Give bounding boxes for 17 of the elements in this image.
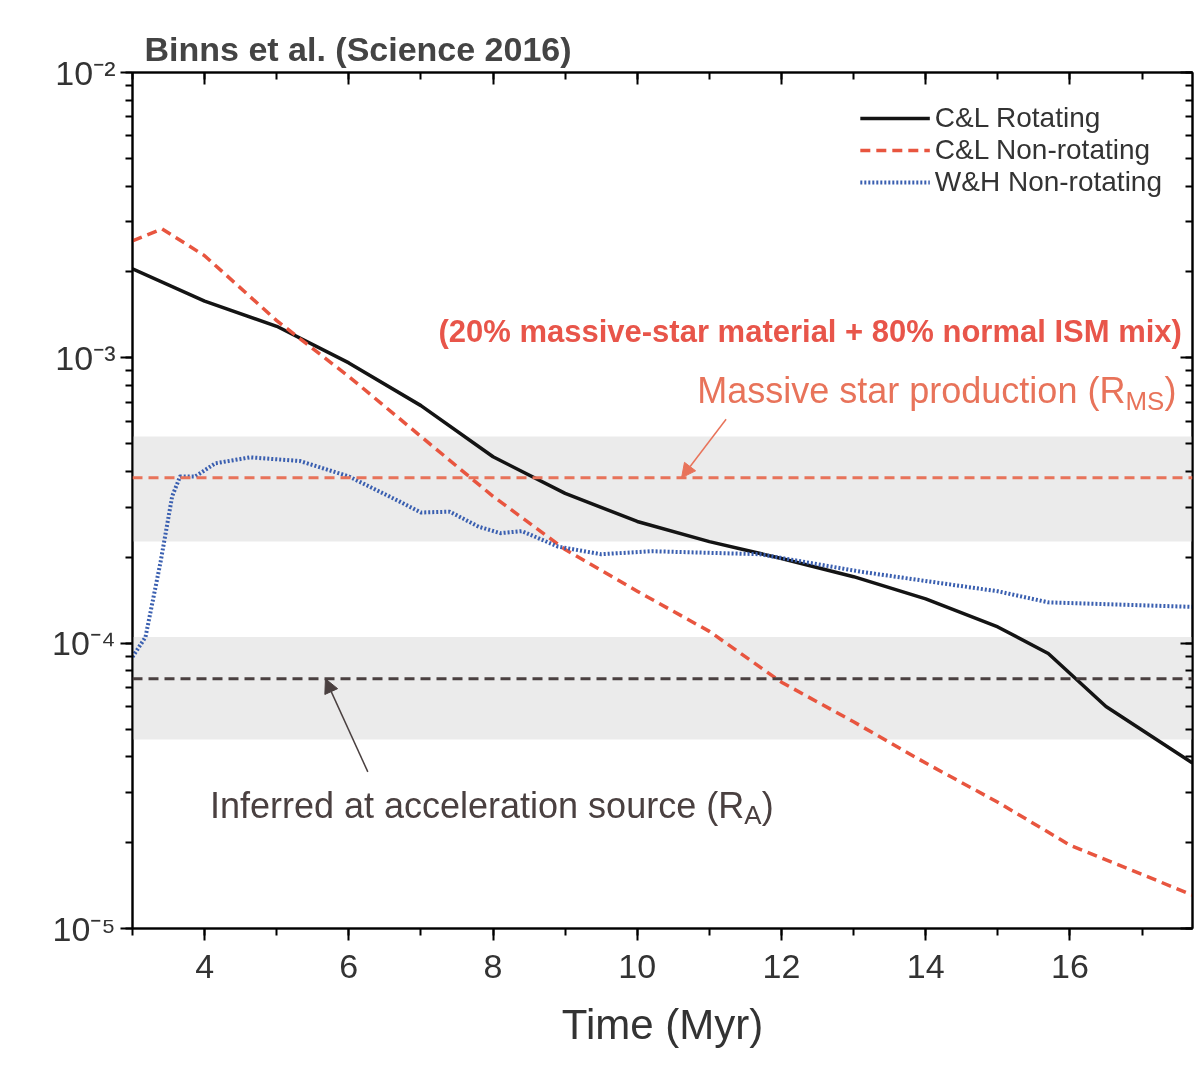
legend-label: C&L Rotating xyxy=(934,102,1101,134)
x-axis-title: Time (Myr) xyxy=(561,1000,764,1048)
x-tick-label: 14 xyxy=(906,946,945,985)
y-tick-label: 10⁻⁵ xyxy=(52,909,116,948)
x-tick-label: 8 xyxy=(483,946,503,985)
y-tick-label: 10⁻⁴ xyxy=(52,624,116,663)
legend-label: C&L Non-rotating xyxy=(934,134,1151,166)
x-tick-label: 6 xyxy=(339,946,359,985)
x-tick-label: 4 xyxy=(195,946,215,985)
x-tick-label: 16 xyxy=(1051,946,1089,985)
annotation: (20% massive-star material + 80% normal ISM mix) xyxy=(438,313,1182,349)
y-tick-label: 10⁻³ xyxy=(55,338,116,377)
legend-label: W&H Non-rotating xyxy=(934,166,1162,198)
x-tick-label: 10 xyxy=(618,946,657,985)
chart-title: Binns et al. (Science 2016) xyxy=(144,29,572,68)
y-tick-label: 10⁻² xyxy=(55,53,116,92)
x-tick-label: 12 xyxy=(762,946,801,985)
